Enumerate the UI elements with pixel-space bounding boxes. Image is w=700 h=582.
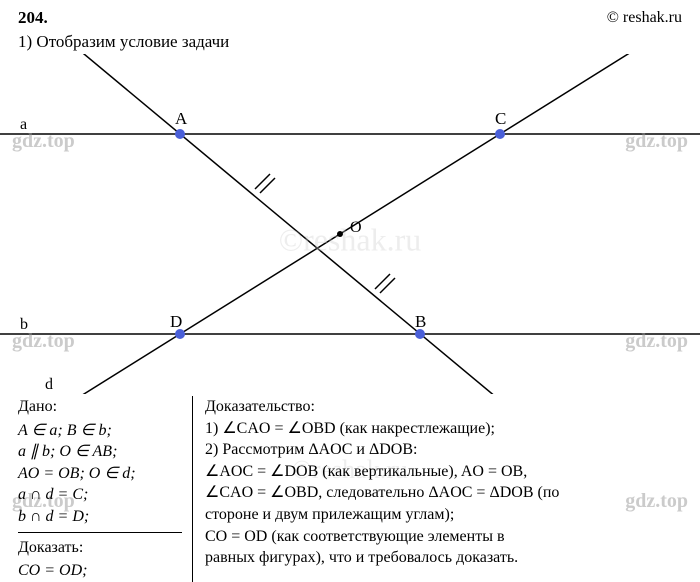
watermark-left-2: gdz.top (12, 330, 75, 353)
given-column: Дано: A ∈ a; B ∈ b; a ∥ b; O ∈ AB; AO = … (18, 396, 193, 582)
given-line-4: b ∩ d = D; (18, 506, 182, 528)
problem-number: 204. (18, 8, 48, 28)
proof-section: Дано: A ∈ a; B ∈ b; a ∥ b; O ∈ AB; AO = … (18, 396, 686, 582)
given-header: Дано: (18, 396, 182, 418)
proof-line-5: CO = OD (как соответствующие элементы в (205, 526, 686, 548)
proof-header: Доказательство: (205, 396, 686, 418)
proof-line-1: 2) Рассмотрим ΔAOC и ΔDOB: (205, 439, 686, 461)
svg-text:O: O (350, 219, 362, 236)
proof-line-6: равных фигурах), что и требовалось доказ… (205, 547, 686, 569)
watermark-right-2: gdz.top (625, 330, 688, 353)
given-line-3: a ∩ d = C; (18, 484, 182, 506)
proof-line-0: 1) ∠CAO = ∠OBD (как накрестлежащие); (205, 418, 686, 440)
svg-text:d: d (45, 376, 53, 393)
proof-line-4: стороне и двум прилежащим углам); (205, 504, 686, 526)
step-text: 1) Отобразим условие задачи (18, 32, 229, 52)
given-line-0: A ∈ a; B ∈ b; (18, 420, 182, 442)
site-reference: © reshak.ru (607, 9, 682, 27)
svg-text:D: D (170, 312, 182, 331)
proof-line-2: ∠AOC = ∠DOB (как вертикальные), AO = OB, (205, 461, 686, 483)
prove-header: Доказать: (18, 537, 182, 559)
geometry-diagram: a b d A C D B O (0, 54, 700, 394)
svg-text:B: B (415, 312, 426, 331)
svg-text:A: A (175, 109, 188, 128)
given-body: A ∈ a; B ∈ b; a ∥ b; O ∈ AB; AO = OB; O … (18, 420, 182, 533)
watermark-right-1: gdz.top (625, 130, 688, 153)
svg-text:C: C (495, 109, 506, 128)
given-line-2: AO = OB; O ∈ d; (18, 463, 182, 485)
prove-line: CO = OD; (18, 560, 182, 582)
proof-line-3: ∠CAO = ∠OBD, следовательно ΔAOC = ΔDOB (… (205, 482, 686, 504)
given-line-1: a ∥ b; O ∈ AB; (18, 441, 182, 463)
watermark-left-1: gdz.top (12, 130, 75, 153)
proof-column: Доказательство: 1) ∠CAO = ∠OBD (как накр… (193, 396, 686, 582)
